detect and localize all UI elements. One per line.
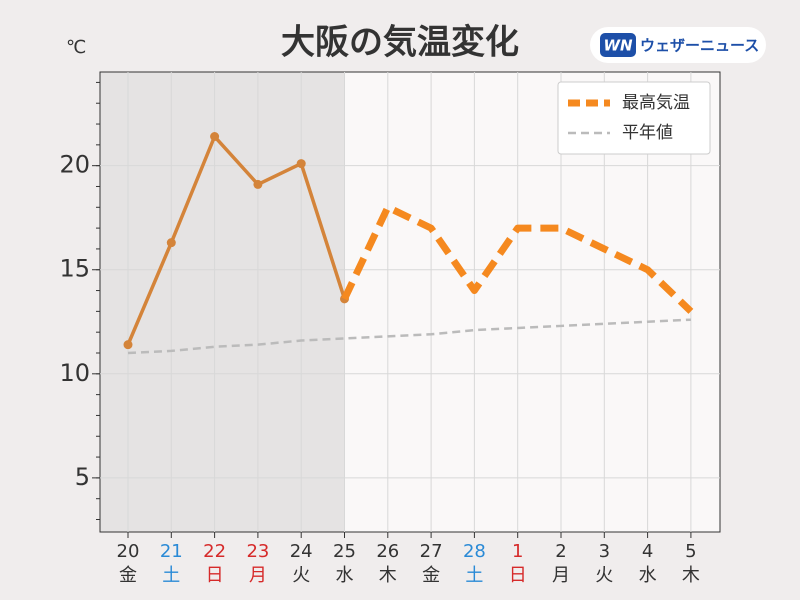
data-point bbox=[123, 340, 133, 350]
data-point bbox=[166, 238, 176, 248]
y-tick-label: 10 bbox=[59, 359, 90, 387]
x-tick-label: 5 bbox=[685, 541, 696, 562]
x-weekday: 水 bbox=[336, 565, 354, 586]
y-tick-label: 5 bbox=[75, 463, 90, 491]
x-tick-label: 25 bbox=[333, 541, 356, 562]
x-tick-label: 26 bbox=[376, 541, 399, 562]
x-weekday: 月 bbox=[249, 565, 267, 586]
x-tick-label: 4 bbox=[642, 541, 653, 562]
data-point bbox=[253, 179, 263, 189]
x-weekday: 日 bbox=[509, 565, 527, 586]
x-tick-label: 20 bbox=[117, 541, 140, 562]
x-weekday: 木 bbox=[682, 565, 700, 586]
x-tick-label: 28 bbox=[463, 541, 486, 562]
unit-label: ℃ bbox=[66, 37, 86, 58]
y-tick-label: 20 bbox=[59, 151, 90, 179]
legend-label: 平年値 bbox=[622, 123, 673, 143]
x-weekday: 木 bbox=[379, 565, 397, 586]
series-line bbox=[341, 203, 694, 314]
x-weekday: 水 bbox=[639, 565, 657, 586]
x-tick-label: 3 bbox=[599, 541, 610, 562]
x-weekday: 金 bbox=[422, 565, 440, 586]
x-weekday: 土 bbox=[465, 565, 483, 586]
logo-mark: WN bbox=[603, 37, 633, 55]
series-line bbox=[127, 318, 691, 355]
logo-mark-bg bbox=[600, 33, 636, 57]
x-tick-label: 21 bbox=[160, 541, 183, 562]
x-tick-label: 1 bbox=[512, 541, 523, 562]
data-point bbox=[210, 132, 220, 142]
series-line bbox=[126, 134, 347, 346]
x-weekday: 火 bbox=[595, 565, 613, 586]
x-weekday: 月 bbox=[552, 565, 570, 586]
y-tick-label: 15 bbox=[59, 255, 90, 283]
x-weekday: 金 bbox=[119, 565, 137, 586]
x-weekday: 火 bbox=[292, 565, 310, 586]
x-weekday: 土 bbox=[162, 565, 180, 586]
x-weekday: 日 bbox=[206, 565, 224, 586]
x-tick-label: 23 bbox=[246, 541, 269, 562]
logo-text: ウェザーニュース bbox=[640, 37, 759, 55]
x-tick-label: 27 bbox=[420, 541, 443, 562]
chart-title: 大阪の気温変化 bbox=[281, 23, 519, 63]
x-tick-label: 22 bbox=[203, 541, 226, 562]
x-tick-label: 2 bbox=[555, 541, 566, 562]
past-shade bbox=[100, 72, 345, 532]
legend-label: 最高気温 bbox=[622, 93, 690, 113]
x-tick-label: 24 bbox=[290, 541, 313, 562]
data-point bbox=[296, 159, 306, 169]
